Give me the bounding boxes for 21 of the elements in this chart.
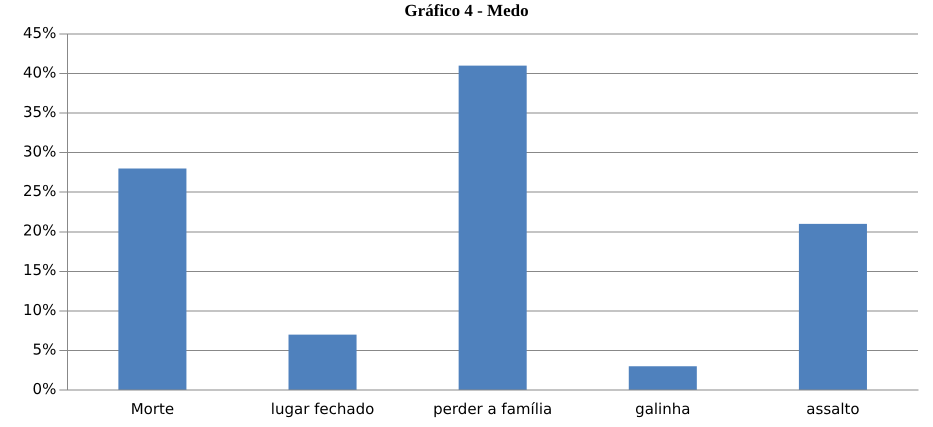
y-tick-label: 5% [32,340,56,358]
bar [288,334,357,390]
x-tick-label: galinha [635,400,690,418]
x-tick-label: Morte [130,400,174,418]
y-tick-label: 10% [22,300,56,319]
bar [458,66,527,390]
y-tick-label: 40% [22,63,56,82]
bar [118,168,186,390]
y-tick-label: 35% [22,103,56,121]
y-tick-label: 0% [32,380,56,398]
x-tick-label: lugar fechado [270,400,374,418]
x-tick-label: assalto [806,400,860,418]
y-tick-label: 15% [22,261,56,280]
chart-title: Gráfico 4 - Medo [403,0,530,22]
y-tick-label: 45% [22,24,56,42]
bar [628,366,697,390]
y-tick-label: 30% [22,142,56,161]
bar [798,224,867,390]
y-tick-label: 25% [22,182,56,200]
y-tick-label: 20% [22,222,56,240]
x-tick-label: perder a família [433,400,552,418]
